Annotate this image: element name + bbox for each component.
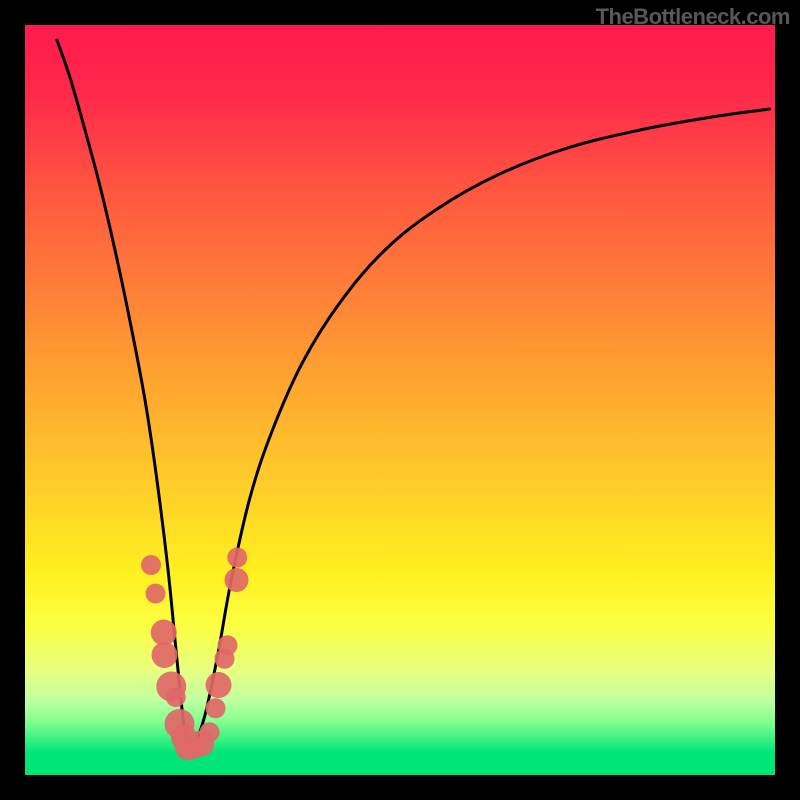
scatter-point xyxy=(225,568,249,592)
bottleneck-chart xyxy=(0,0,800,800)
scatter-point xyxy=(218,635,238,655)
plot-background xyxy=(25,25,775,775)
scatter-point xyxy=(206,672,232,698)
scatter-point xyxy=(141,555,161,575)
scatter-point xyxy=(227,548,247,568)
scatter-point xyxy=(200,722,220,742)
scatter-point xyxy=(206,698,226,718)
chart-frame: TheBottleneck.com xyxy=(0,0,800,800)
watermark-label: TheBottleneck.com xyxy=(596,4,790,30)
scatter-point xyxy=(152,642,178,668)
scatter-point xyxy=(166,687,186,707)
scatter-point xyxy=(151,620,177,646)
scatter-point xyxy=(146,584,166,604)
